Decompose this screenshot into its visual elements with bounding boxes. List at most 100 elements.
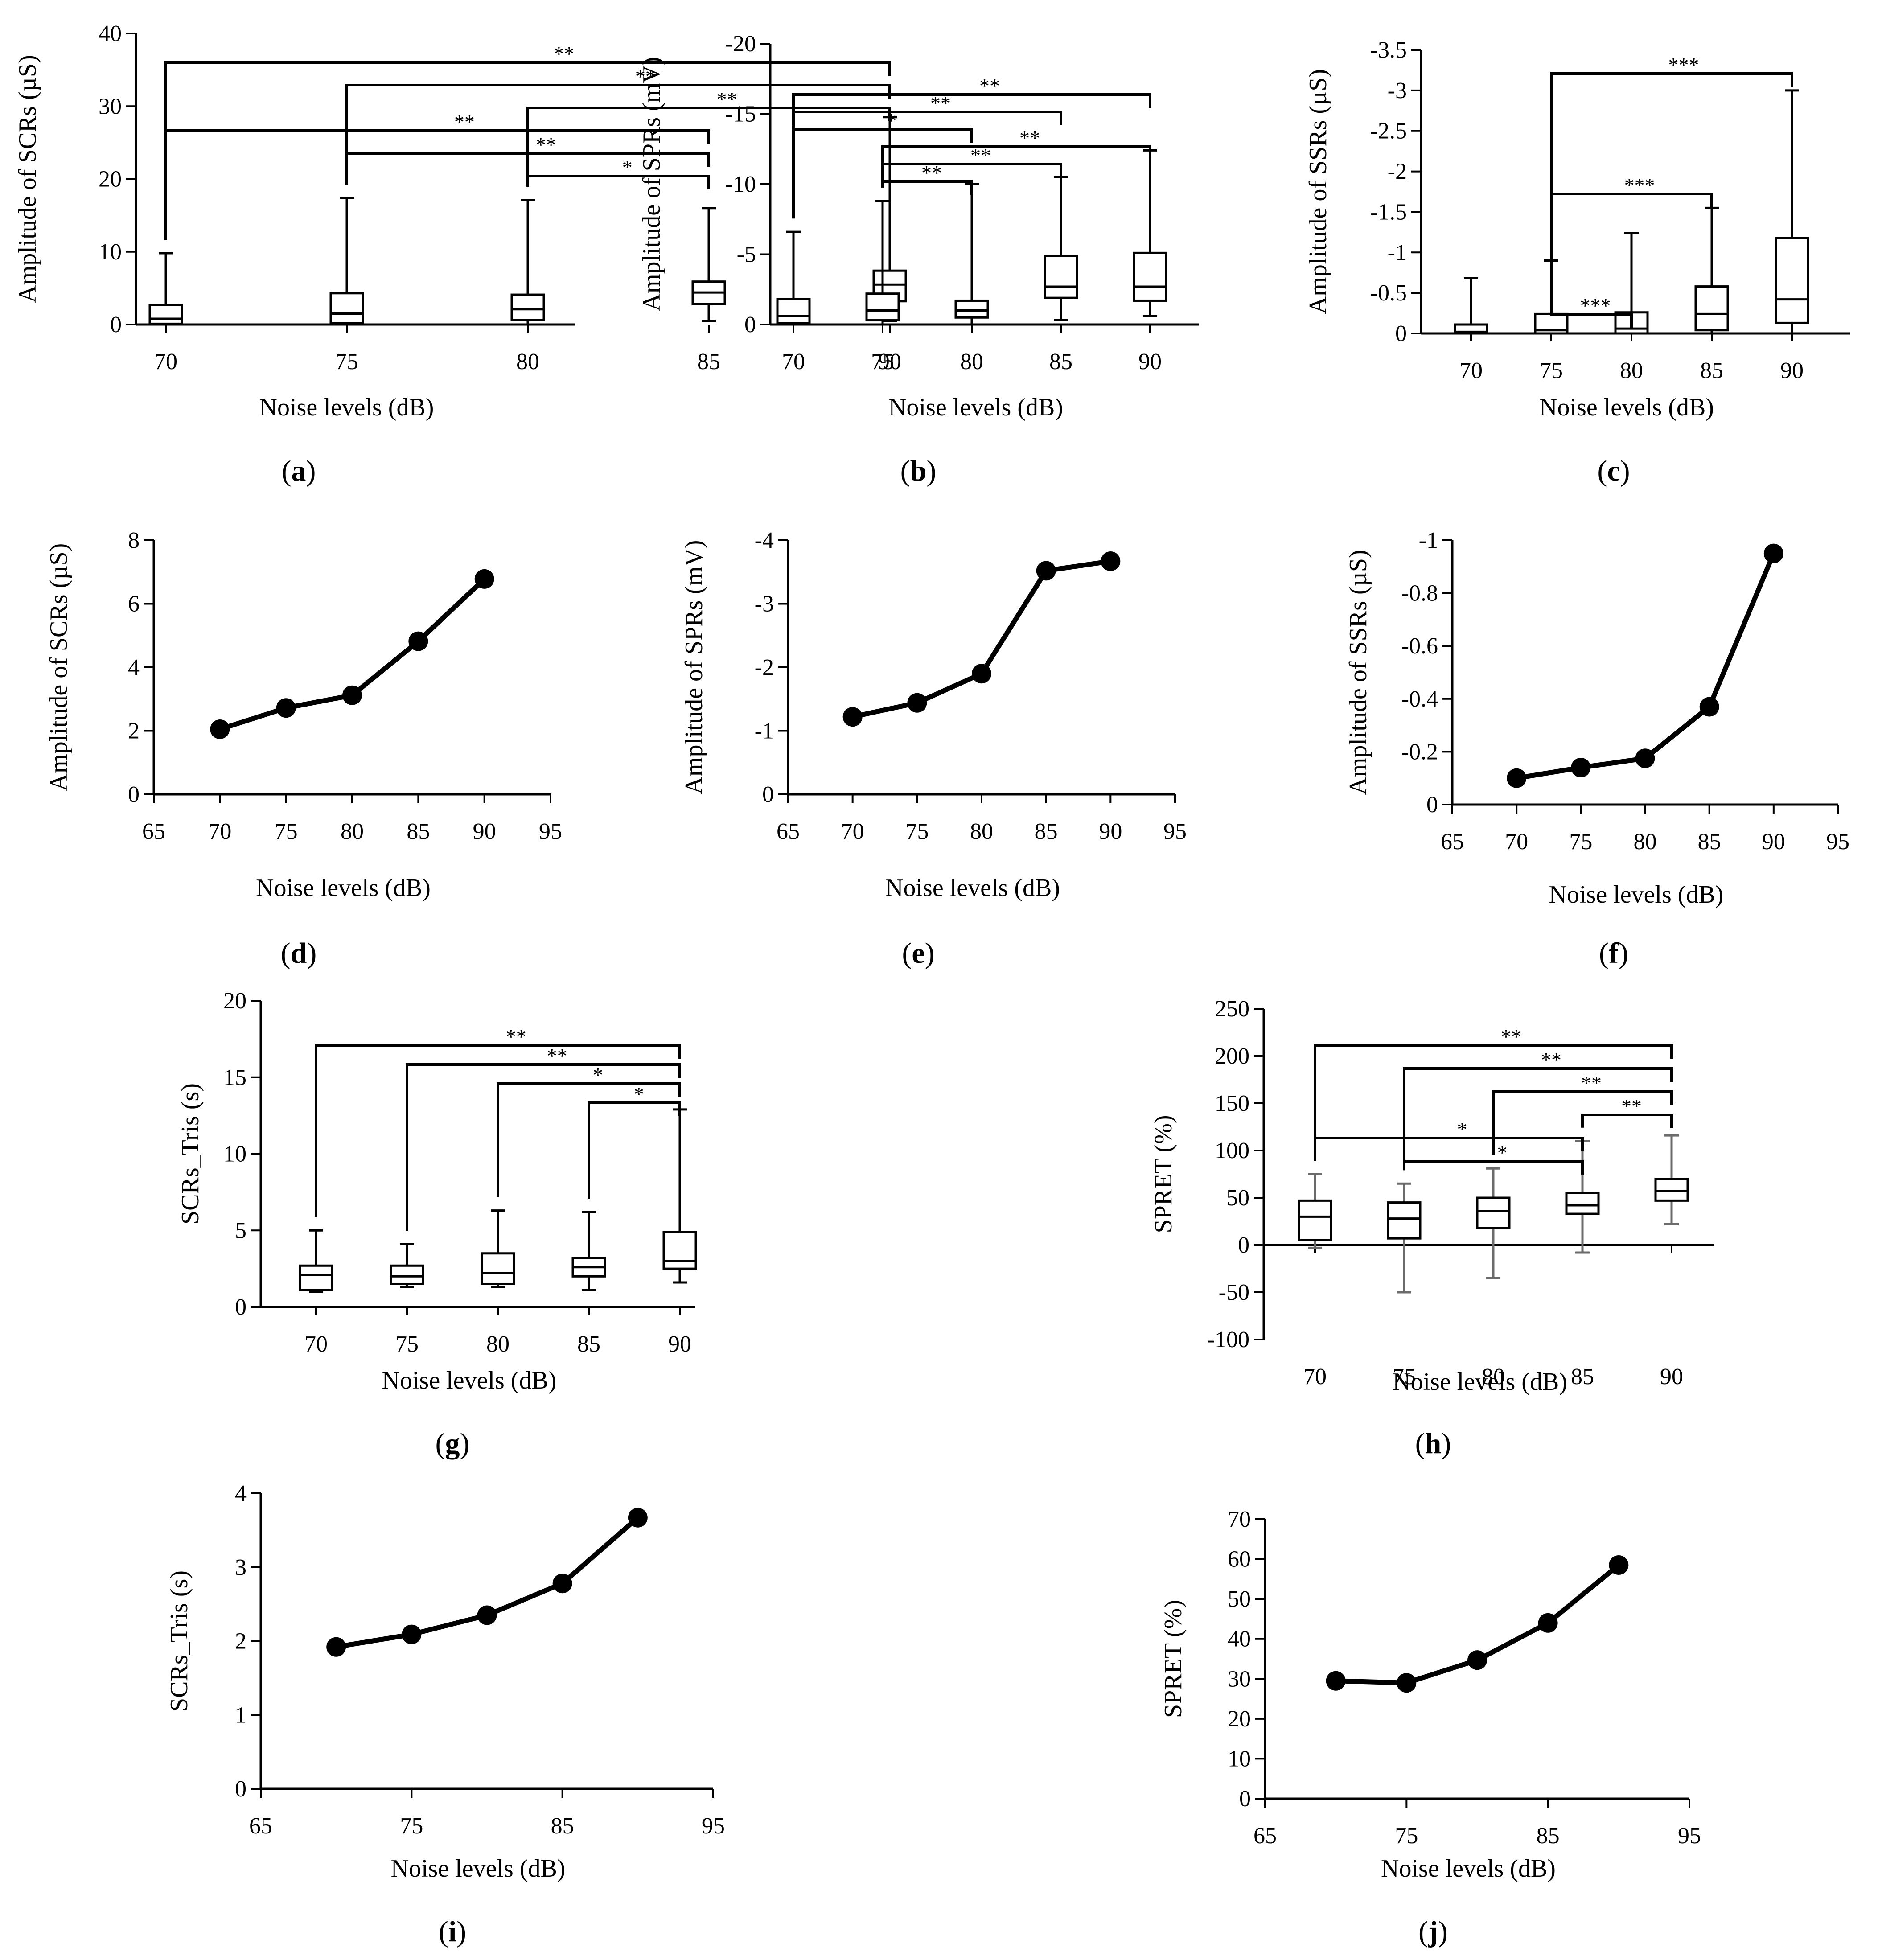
significance-bracket: *** <box>1550 247 1633 328</box>
data-point-75 <box>402 1624 422 1644</box>
box-85 <box>1565 1140 1600 1254</box>
y-tick-label: 4 <box>128 655 140 680</box>
significance-stars: ** <box>454 111 475 133</box>
y-tick-label: -2 <box>755 655 774 680</box>
bracket-line <box>588 1101 681 1199</box>
bracket-line <box>497 1082 681 1197</box>
significance-stars: ** <box>979 74 1000 97</box>
y-axis-title: SPRET (%) <box>1150 1115 1177 1233</box>
y-tick-label: -0.5 <box>1370 280 1407 306</box>
panel-label-b: (b) <box>900 455 937 487</box>
y-tick-label: 50 <box>1228 1586 1251 1612</box>
x-axis-title: Noise levels (dB) <box>888 394 1063 421</box>
x-tick-label: 85 <box>1537 1823 1560 1849</box>
y-tick-label: -2.5 <box>1370 119 1407 144</box>
y-tick-label: -10 <box>725 172 756 197</box>
significance-stars: * <box>622 156 633 179</box>
x-tick-label: 85 <box>551 1813 574 1839</box>
x-tick-label: 65 <box>1441 829 1464 855</box>
x-axis-title: Noise levels (dB) <box>256 874 431 902</box>
significance-stars: ** <box>1541 1048 1561 1071</box>
panel-c: 0 -0.5 -1 -1.5 -2 -2.5 -3 -3.5 70 75 80 85 90 *** *** *… <box>1304 37 1850 487</box>
bracket-line <box>1403 1067 1673 1171</box>
significance-bracket: ** <box>792 92 1062 219</box>
x-tick-label: 75 <box>871 349 894 374</box>
box-90 <box>1775 89 1809 335</box>
x-tick-label: 65 <box>142 819 165 844</box>
significance-stars: *** <box>1668 53 1699 76</box>
x-tick-label: 90 <box>1138 349 1162 374</box>
significance-bracket: ** <box>315 1025 681 1217</box>
iqr-box <box>954 299 989 319</box>
x-axis-title: Noise levels (dB) <box>259 394 434 421</box>
significance-bracket: ** <box>881 144 1062 188</box>
significance-bracket: ** <box>526 88 891 187</box>
y-tick-label: 150 <box>1215 1091 1249 1116</box>
significance-stars: ** <box>930 92 951 115</box>
significance-stars: ** <box>1019 127 1040 149</box>
significance-stars: * <box>634 1083 644 1105</box>
y-tick-label: 0 <box>1238 1233 1249 1258</box>
iqr-box <box>662 1231 697 1270</box>
x-tick-label: 75 <box>275 819 298 844</box>
data-point-80 <box>477 1605 497 1625</box>
iqr-box <box>1654 1178 1689 1202</box>
y-tick-label: 50 <box>1226 1185 1249 1211</box>
data-point-85 <box>1699 697 1719 717</box>
data-point-80 <box>342 685 362 705</box>
panel-j: 0 10 20 30 40 50 60 70 65 75 85 95 SPRET (%) Noise le… <box>1159 1507 1701 1948</box>
significance-bracket: * <box>792 109 973 219</box>
y-tick-label: 0 <box>235 1294 247 1320</box>
x-tick-label: 75 <box>1395 1823 1418 1849</box>
bracket-line <box>526 107 891 187</box>
y-tick-label: -1 <box>1388 240 1407 265</box>
significance-bracket: *** <box>1550 53 1793 247</box>
data-point-90 <box>1609 1555 1629 1575</box>
x-tick-label: 95 <box>1163 819 1187 844</box>
bracket-line <box>1550 72 1793 247</box>
y-tick-label: 0 <box>744 312 756 337</box>
y-tick-label: 60 <box>1228 1547 1251 1572</box>
x-tick-label: 75 <box>1569 829 1592 855</box>
data-point-70 <box>1507 768 1527 788</box>
significance-stars: ** <box>921 161 942 184</box>
x-tick-label: 95 <box>702 1813 725 1839</box>
iqr-box <box>1775 237 1809 324</box>
significance-stars: ** <box>506 1025 526 1048</box>
x-axis-title: Noise levels (dB) <box>1549 881 1724 908</box>
data-point-70 <box>1326 1671 1346 1691</box>
significance-bracket: ** <box>1403 1048 1673 1171</box>
x-tick-label: 80 <box>1482 1364 1505 1389</box>
bracket-line <box>881 180 973 195</box>
x-tick-label: 90 <box>1762 829 1785 855</box>
box-70 <box>148 252 183 326</box>
data-point-75 <box>276 698 296 718</box>
x-tick-label: 70 <box>304 1331 328 1357</box>
significance-stars: *** <box>1624 174 1655 197</box>
box-90 <box>1133 149 1167 317</box>
panel-f: 0 -0.2 -0.4 -0.6 -0.8 -1 65 70 75 80 85 90 95 Amplitu… <box>1344 528 1849 970</box>
y-tick-label: 5 <box>235 1218 247 1243</box>
data-point-90 <box>474 569 494 589</box>
significance-stars: ** <box>547 1044 567 1067</box>
x-tick-label: 70 <box>154 349 177 374</box>
x-tick-label: 80 <box>1634 829 1657 855</box>
series-line <box>1516 552 1776 781</box>
bracket-line <box>164 129 710 240</box>
iqr-box <box>481 1252 515 1285</box>
data-point-80 <box>1635 748 1655 768</box>
y-tick-label: 250 <box>1215 996 1249 1022</box>
box-70 <box>776 230 811 326</box>
x-tick-label: 85 <box>577 1331 600 1357</box>
y-tick-label: 3 <box>235 1555 247 1580</box>
significance-stars: *** <box>1580 294 1611 317</box>
significance-stars: ** <box>536 133 556 156</box>
box-80 <box>481 1209 515 1288</box>
x-tick-label: 75 <box>1393 1364 1416 1389</box>
data-point-80 <box>972 664 991 684</box>
y-tick-label: 40 <box>99 21 122 46</box>
x-tick-label: 95 <box>539 819 562 844</box>
